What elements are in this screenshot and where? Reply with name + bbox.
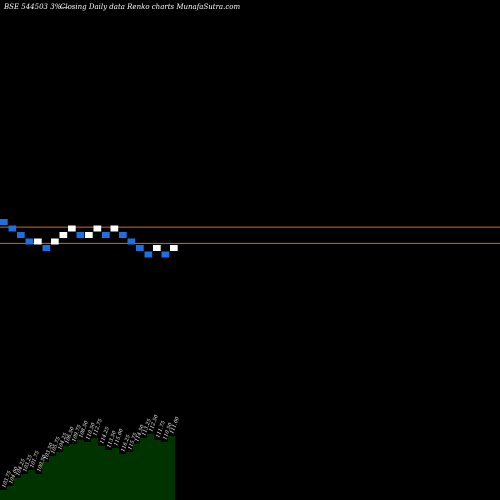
volume-label: 114.50: [134, 423, 146, 442]
volume-area: 103.75104.00104.25103.25101.75100.50103.…: [0, 413, 181, 500]
renko-brick-up: [110, 225, 119, 232]
volume-label: 115.00: [113, 427, 125, 446]
volume-label: 105.75: [50, 436, 62, 454]
renko-brick-down: [136, 245, 144, 251]
volume-label: 111.00: [169, 415, 181, 434]
renko-brick-down: [42, 245, 51, 251]
renko-brick-down: [127, 238, 136, 245]
renko-brick-down: [144, 251, 153, 258]
volume-label: 110.50: [85, 421, 97, 440]
volume-fill: [0, 434, 175, 500]
chart-title-middle: Closing Daily data Renko charts MunafaSu…: [60, 3, 240, 11]
renko-brick-up: [85, 232, 93, 238]
chart-title-left: BSE 544503 3%—: [3, 3, 68, 11]
renko-brick-down: [102, 232, 110, 238]
volume-label: 110.50: [162, 421, 174, 440]
volume-label: 104.00: [8, 465, 20, 484]
renko-brick-down: [8, 225, 17, 232]
volume-label: 115.75: [127, 432, 139, 450]
renko-brick-down: [119, 232, 127, 238]
renko-brick-up: [34, 238, 42, 245]
renko-brick-up: [59, 232, 68, 238]
volume-label: 106.50: [64, 425, 76, 444]
volume-label: 104.25: [57, 432, 69, 450]
renko-brick-down: [76, 232, 85, 238]
volume-label: 113.25: [141, 418, 153, 436]
volume-label: 108.50: [78, 419, 90, 438]
renko-brick-up: [93, 225, 102, 232]
volume-label: 103.25: [22, 454, 34, 472]
volume-label: 111.75: [155, 420, 167, 438]
volume-label: 113.50: [106, 429, 118, 448]
reference-lines: [0, 226, 500, 244]
volume-label: 112.50: [148, 413, 160, 432]
volume-label: 109.75: [71, 424, 83, 442]
volume-label: 103.50: [43, 441, 55, 460]
volume-label: 100.50: [36, 453, 48, 472]
renko-brick-up: [51, 238, 59, 245]
renko-bricks: [0, 219, 178, 258]
volume-label: 112.75: [92, 418, 104, 436]
renko-brick-down: [25, 238, 34, 245]
volume-label: 104.25: [15, 458, 27, 476]
renko-brick-down: [161, 251, 170, 258]
volume-label: 101.75: [29, 450, 41, 468]
renko-brick-up: [153, 245, 161, 251]
renko-brick-down: [17, 232, 25, 238]
volume-label: 114.25: [99, 426, 111, 444]
volume-label: 103.75: [1, 470, 13, 488]
renko-brick-up: [68, 225, 76, 232]
renko-brick-up: [170, 245, 178, 251]
renko-brick-down: [0, 219, 8, 225]
volume-label: 116.25: [120, 434, 132, 452]
